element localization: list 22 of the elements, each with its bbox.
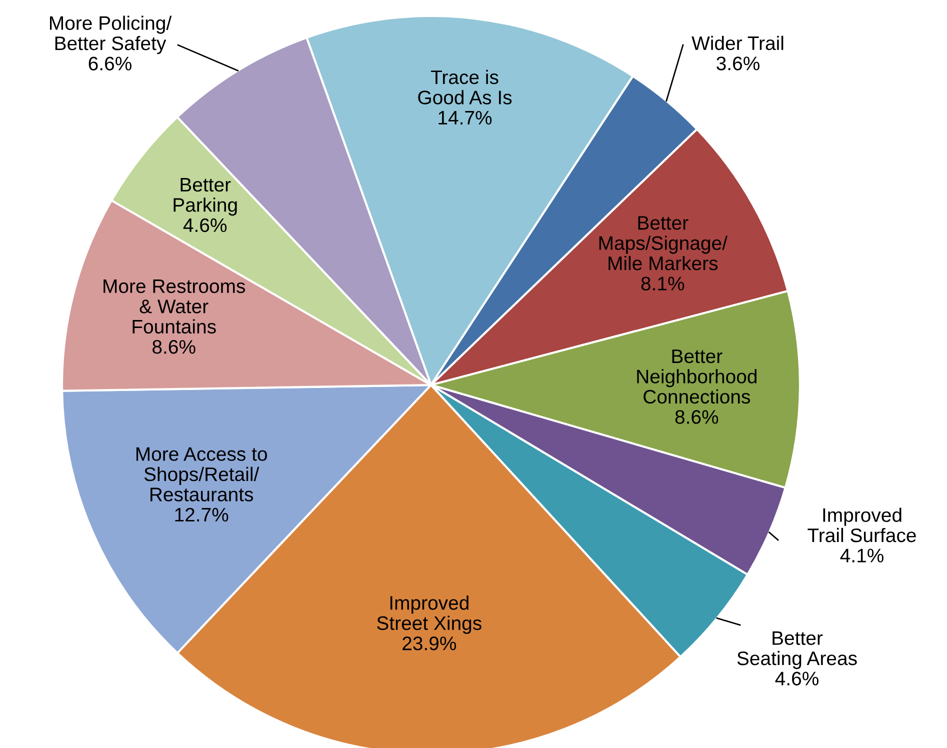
slice-label: Better Maps/Signage/ Mile Markers: [599, 216, 728, 270]
slice-label: Wider Trail: [692, 36, 784, 50]
data-label: 23.9%: [402, 636, 456, 650]
data-label: 14.7%: [438, 110, 492, 125]
data-label: 6.6%: [88, 56, 132, 70]
data-label: 8.6%: [152, 340, 196, 354]
slice-label: More Restrooms & Water Fountains: [104, 280, 246, 334]
data-label: 12.7%: [175, 508, 228, 522]
slice-label: Improved Street Xings: [377, 596, 482, 634]
data-label: 3.6%: [716, 56, 760, 70]
data-label: 4.6%: [183, 218, 227, 232]
data-label: 4.6%: [775, 672, 818, 686]
slice-label: Better Neighborhood Connections: [637, 350, 756, 404]
slice-label: Trace is Good As Is: [418, 70, 512, 104]
data-label: 4.1%: [840, 548, 884, 562]
slice-label: Better Parking: [174, 178, 237, 216]
slice-label: Improved Trail Surface: [808, 508, 916, 542]
slice-label: More Policing/ Better Safety: [50, 16, 172, 54]
data-label: 8.6%: [675, 410, 718, 424]
slice-label: More Access to Shops/Retail/ Restaurants: [136, 447, 267, 502]
slice-label: Better Seating Areas: [737, 631, 857, 670]
data-label: 8.1%: [641, 276, 684, 290]
